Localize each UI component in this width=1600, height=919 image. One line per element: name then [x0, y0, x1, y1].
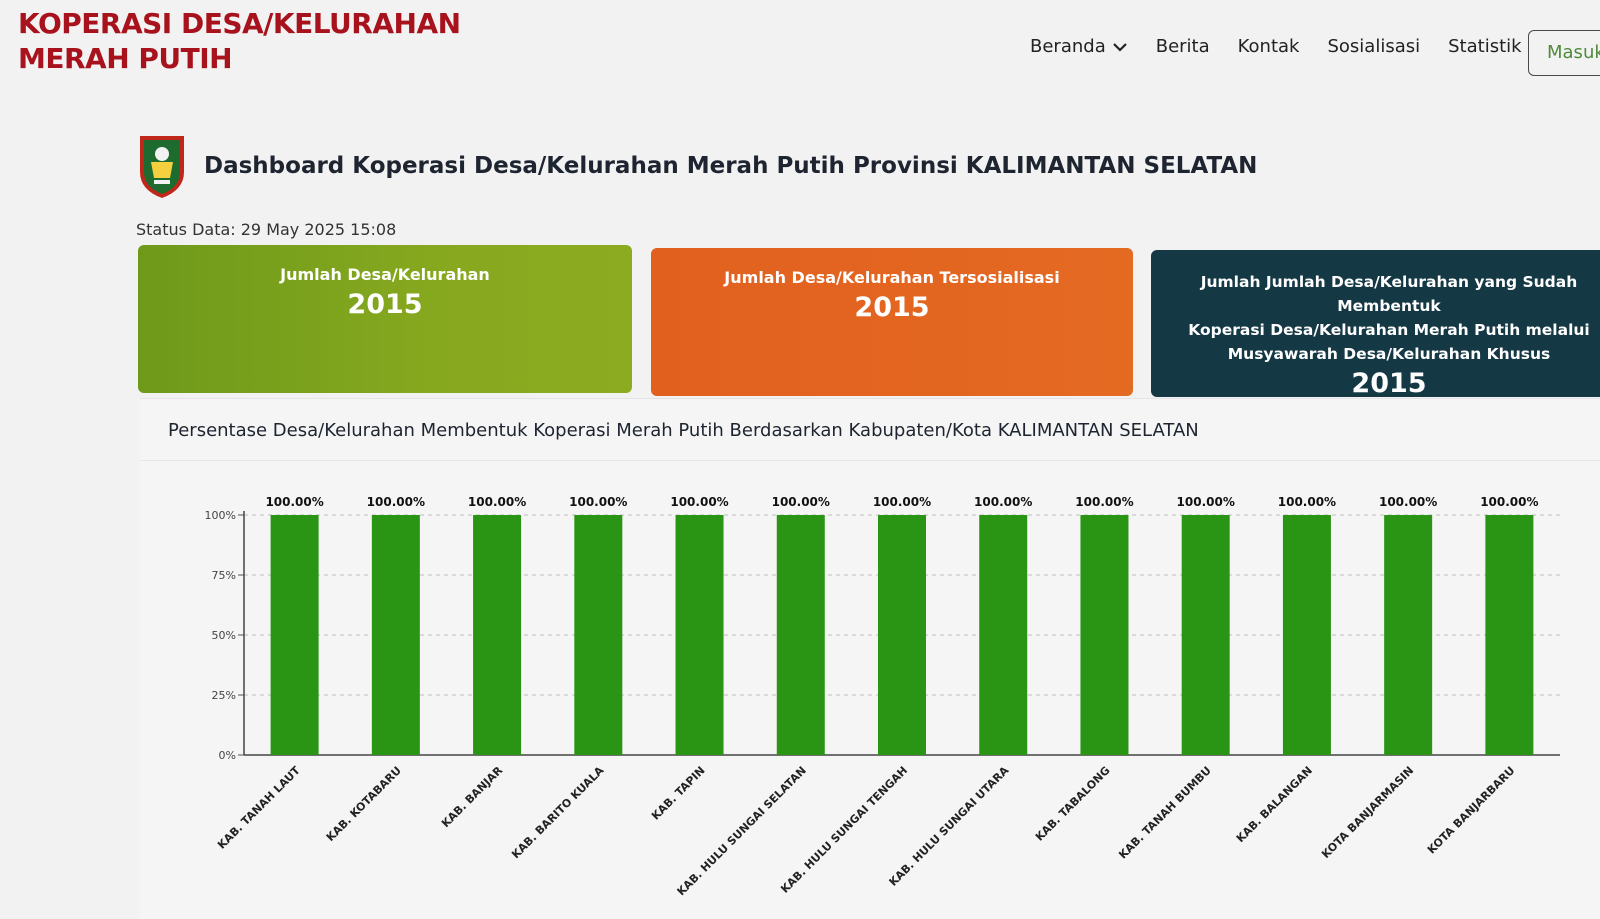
- card-label: Jumlah Desa/Kelurahan: [280, 265, 490, 284]
- bar: [270, 515, 319, 755]
- x-tick-label: KAB. TABALONG: [1033, 764, 1113, 844]
- bar: [371, 515, 420, 755]
- bar: [1181, 515, 1230, 755]
- nav-label-beranda: Beranda: [1030, 36, 1106, 57]
- main-nav: Beranda Berita Kontak Sosialisasi Statis…: [1030, 36, 1600, 57]
- nav-label-sosialisasi: Sosialisasi: [1327, 36, 1421, 57]
- bar: [1080, 515, 1129, 755]
- card-label-line-2: Koperasi Desa/Kelurahan Merah Putih mela…: [1188, 321, 1590, 339]
- x-tick-label: KAB. TANAH LAUT: [215, 764, 303, 852]
- nav-item-statistik[interactable]: Statistik: [1448, 36, 1521, 57]
- x-tick-label: KAB. TANAH BUMBU: [1116, 764, 1214, 862]
- nav-label-kontak: Kontak: [1237, 36, 1300, 57]
- data-label: 100.00%: [670, 495, 728, 509]
- bar: [1485, 515, 1534, 755]
- data-label: 100.00%: [1379, 495, 1437, 509]
- card-label-line-3: Musyawarah Desa/Kelurahan Khusus: [1227, 345, 1551, 363]
- brand-line-1: KOPERASI DESA/KELURAHAN: [18, 7, 461, 40]
- card-formed-cooperatives: Jumlah Jumlah Desa/Kelurahan yang Sudah …: [1151, 250, 1600, 399]
- site-brand[interactable]: KOPERASI DESA/KELURAHAN MERAH PUTIH: [18, 6, 461, 76]
- bar: [574, 515, 623, 755]
- nav-label-berita: Berita: [1155, 36, 1210, 57]
- data-label: 100.00%: [367, 495, 425, 509]
- brand-line-2: MERAH PUTIH: [18, 42, 233, 75]
- nav-item-sosialisasi[interactable]: Sosialisasi: [1327, 36, 1420, 57]
- bar: [1282, 515, 1331, 755]
- card-total-villages: Jumlah Desa/Kelurahan 2015: [138, 245, 632, 393]
- data-label: 100.00%: [772, 495, 830, 509]
- divider: [140, 460, 1600, 461]
- nav-label-statistik: Statistik: [1448, 36, 1522, 57]
- chevron-down-icon: [1112, 42, 1127, 52]
- x-tick-label: KAB. BARITO KUALA: [509, 764, 607, 862]
- x-tick-label: KOTA BANJARMASIN: [1319, 764, 1416, 861]
- data-label: 100.00%: [1075, 495, 1133, 509]
- y-tick-label: 50%: [212, 629, 236, 642]
- y-tick-label: 25%: [212, 689, 236, 702]
- x-tick-label: KOTA BANJARBARU: [1425, 764, 1518, 857]
- dashboard-header: Dashboard Koperasi Desa/Kelurahan Merah …: [136, 132, 1257, 200]
- y-tick-label: 0%: [219, 749, 236, 762]
- province-emblem-icon: [140, 136, 184, 198]
- x-tick-label: KAB. KOTABARU: [324, 764, 404, 844]
- data-label: 100.00%: [569, 495, 627, 509]
- data-label: 100.00%: [1278, 495, 1336, 509]
- status-data: Status Data: 29 May 2025 15:08: [136, 220, 397, 239]
- x-tick-label: KAB. TAPIN: [649, 764, 708, 823]
- x-tick-label: KAB. HULU SUNGAI UTARA: [887, 764, 1012, 889]
- data-label: 100.00%: [873, 495, 931, 509]
- card-value: 2015: [1351, 368, 1427, 399]
- card-value: 2015: [854, 292, 930, 323]
- bar: [979, 515, 1028, 755]
- card-label-line-1: Jumlah Jumlah Desa/Kelurahan yang Sudah …: [1200, 273, 1578, 315]
- data-label: 100.00%: [974, 495, 1032, 509]
- nav-item-beranda[interactable]: Beranda: [1030, 36, 1128, 57]
- bar: [675, 515, 724, 755]
- page-title: Dashboard Koperasi Desa/Kelurahan Merah …: [204, 153, 1258, 179]
- bar-chart: 0% 25% 50% 75% 100% 100.00% KAB. TANAH LAUT 100…: [205, 495, 1560, 898]
- nav-item-berita[interactable]: Berita: [1156, 36, 1210, 57]
- card-label: Jumlah Desa/Kelurahan Tersosialisasi: [724, 268, 1060, 287]
- data-label: 100.00%: [265, 495, 323, 509]
- x-tick-label: KAB. BANJAR: [439, 764, 506, 831]
- bar: [473, 515, 522, 755]
- chart-title: Persentase Desa/Kelurahan Membentuk Kope…: [168, 420, 1199, 441]
- nav-item-kontak[interactable]: Kontak: [1238, 36, 1300, 57]
- bar: [776, 515, 825, 755]
- y-tick-label: 75%: [212, 569, 236, 582]
- login-button[interactable]: Masuk: [1528, 30, 1600, 76]
- y-tick-label: 100%: [205, 509, 236, 522]
- bar: [878, 515, 926, 755]
- card-value: 2015: [347, 289, 423, 320]
- data-label: 100.00%: [468, 495, 526, 509]
- card-socialized-villages: Jumlah Desa/Kelurahan Tersosialisasi 201…: [651, 248, 1133, 396]
- data-label: 100.00%: [1480, 495, 1538, 509]
- data-label: 100.00%: [1177, 495, 1235, 509]
- x-tick-label: KAB. BALANGAN: [1234, 764, 1315, 845]
- bar: [1384, 515, 1433, 755]
